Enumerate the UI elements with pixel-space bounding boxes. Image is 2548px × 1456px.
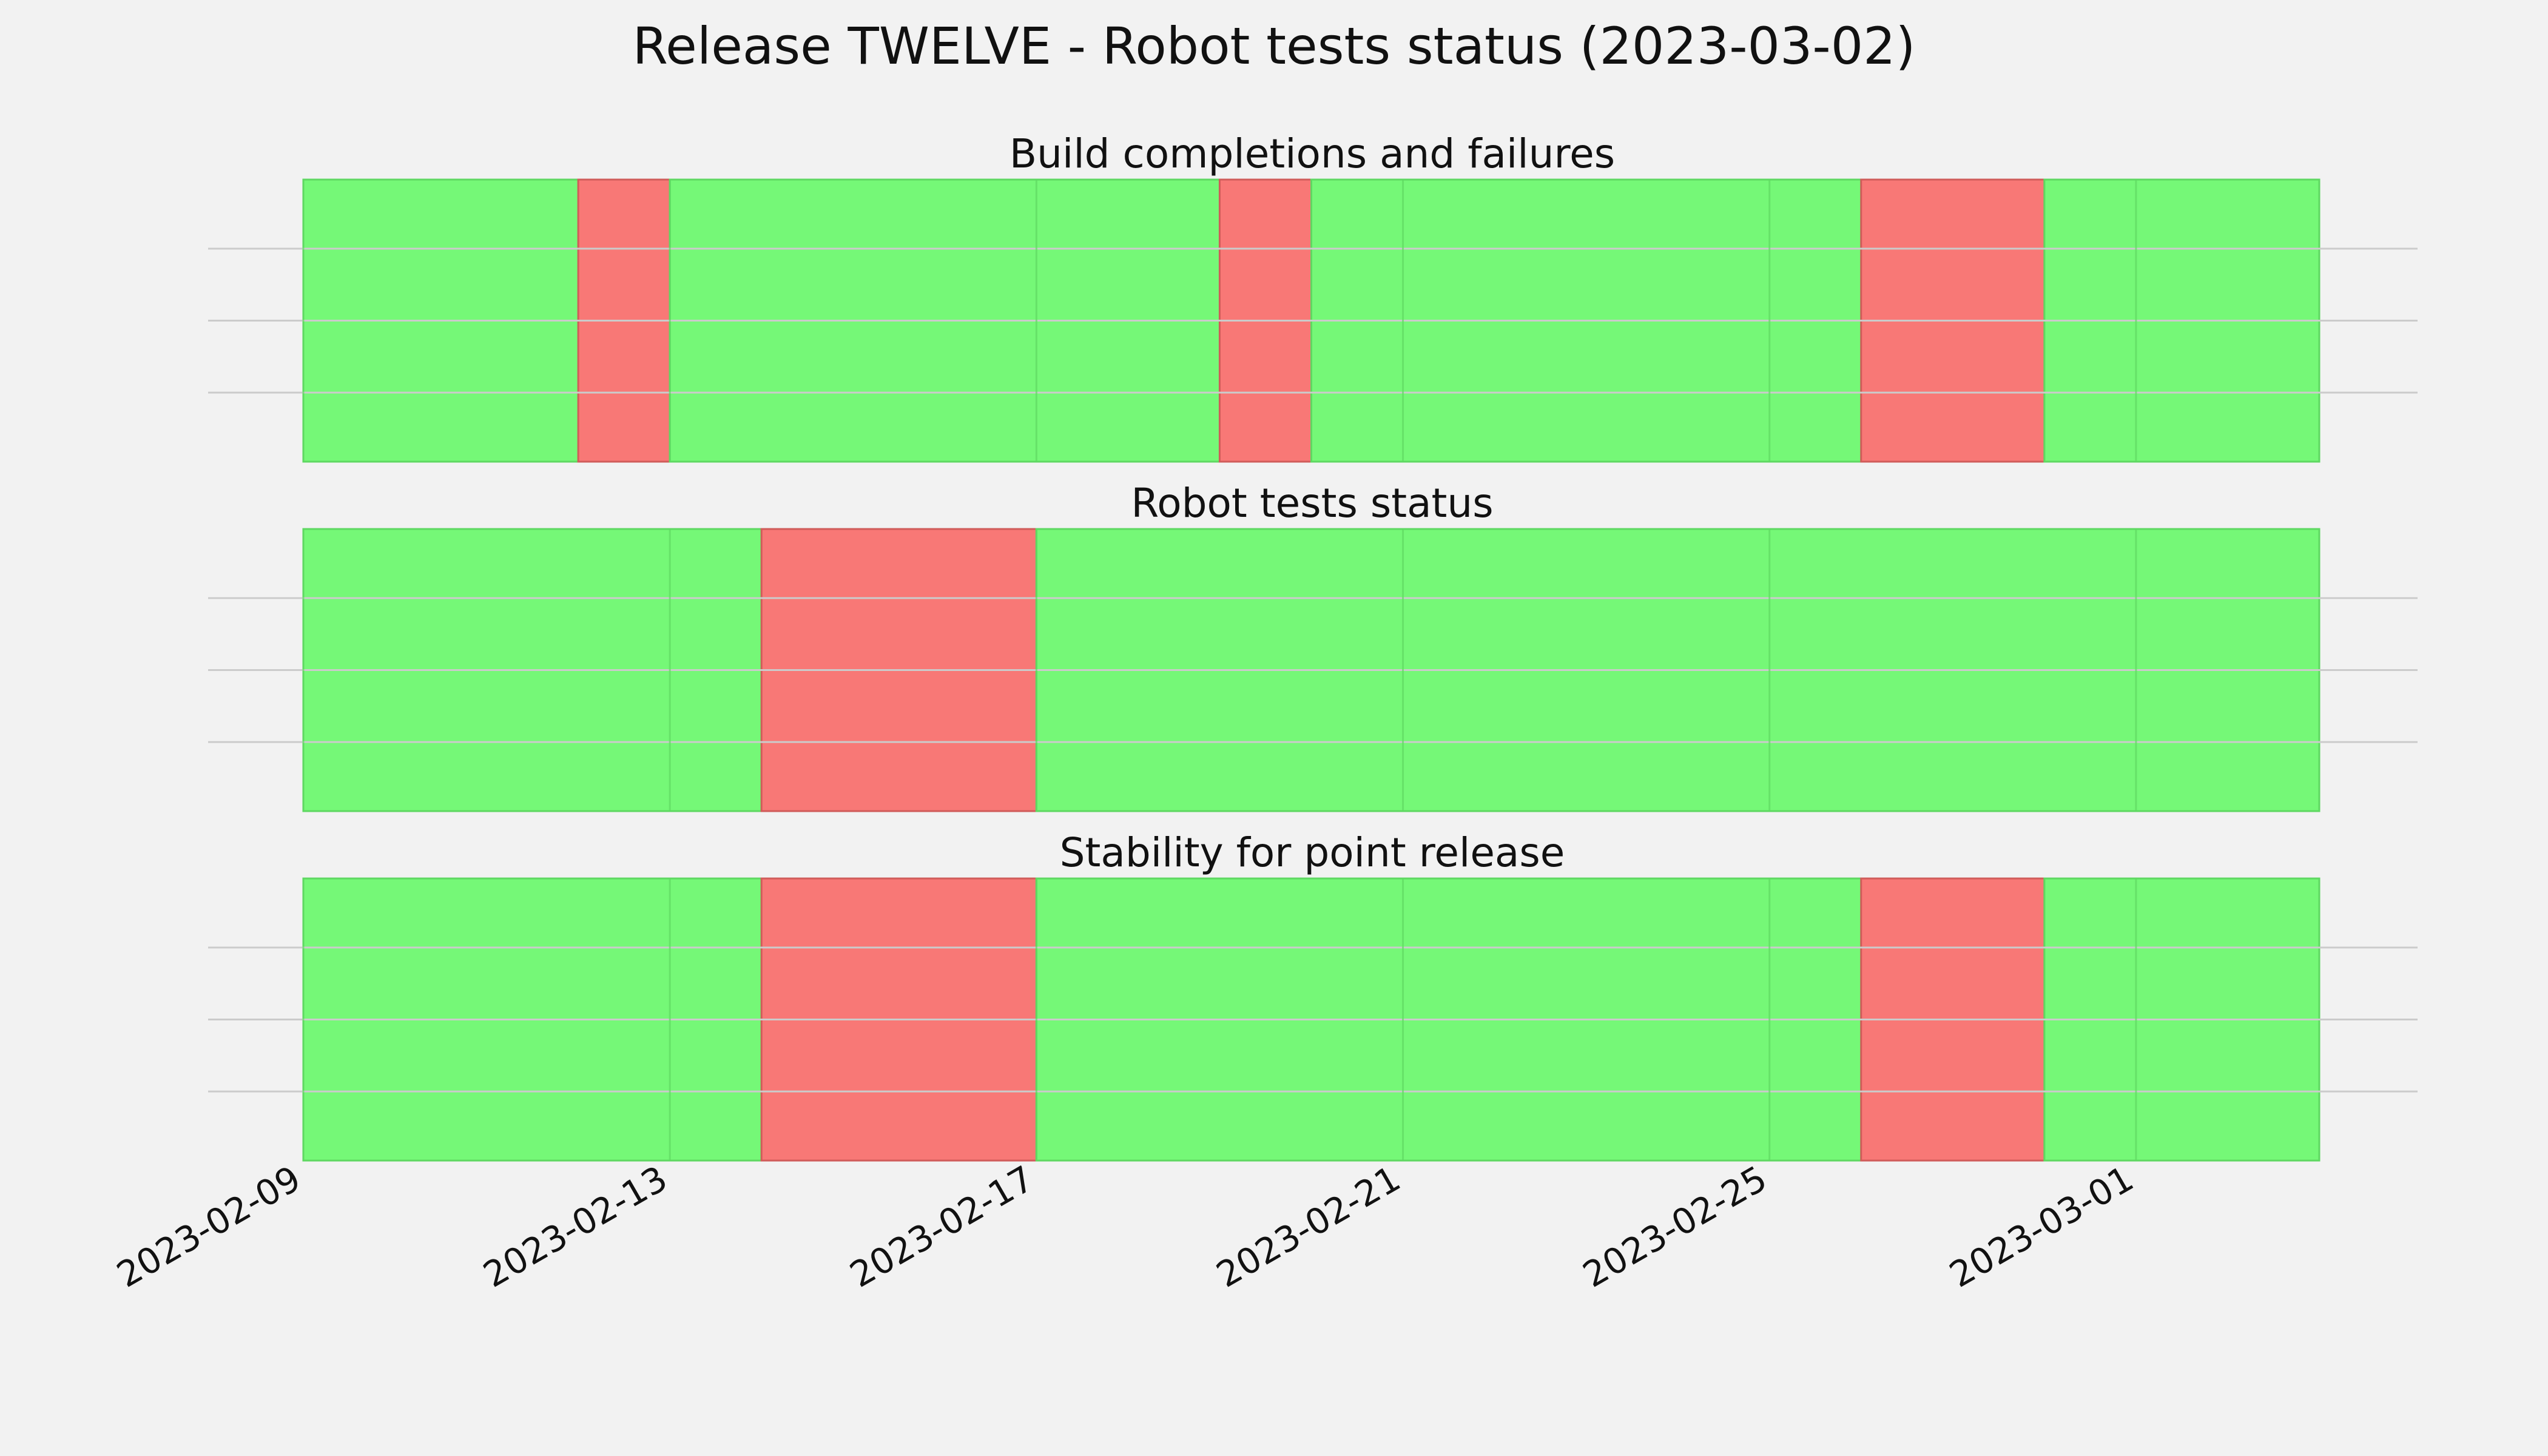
panel-title: Stability for point release (1060, 829, 1565, 876)
panel-3: Stability for point release (208, 829, 2418, 1162)
panel-2: Robot tests status (208, 480, 2418, 812)
panel-title: Robot tests status (1131, 480, 1493, 527)
figure-title: Release TWELVE - Robot tests status (202… (633, 16, 1916, 76)
panel-1: Build completions and failures (208, 130, 2418, 463)
panels-group: Build completions and failures Robot test… (208, 130, 2418, 1162)
panel-title: Build completions and failures (1009, 130, 1615, 177)
